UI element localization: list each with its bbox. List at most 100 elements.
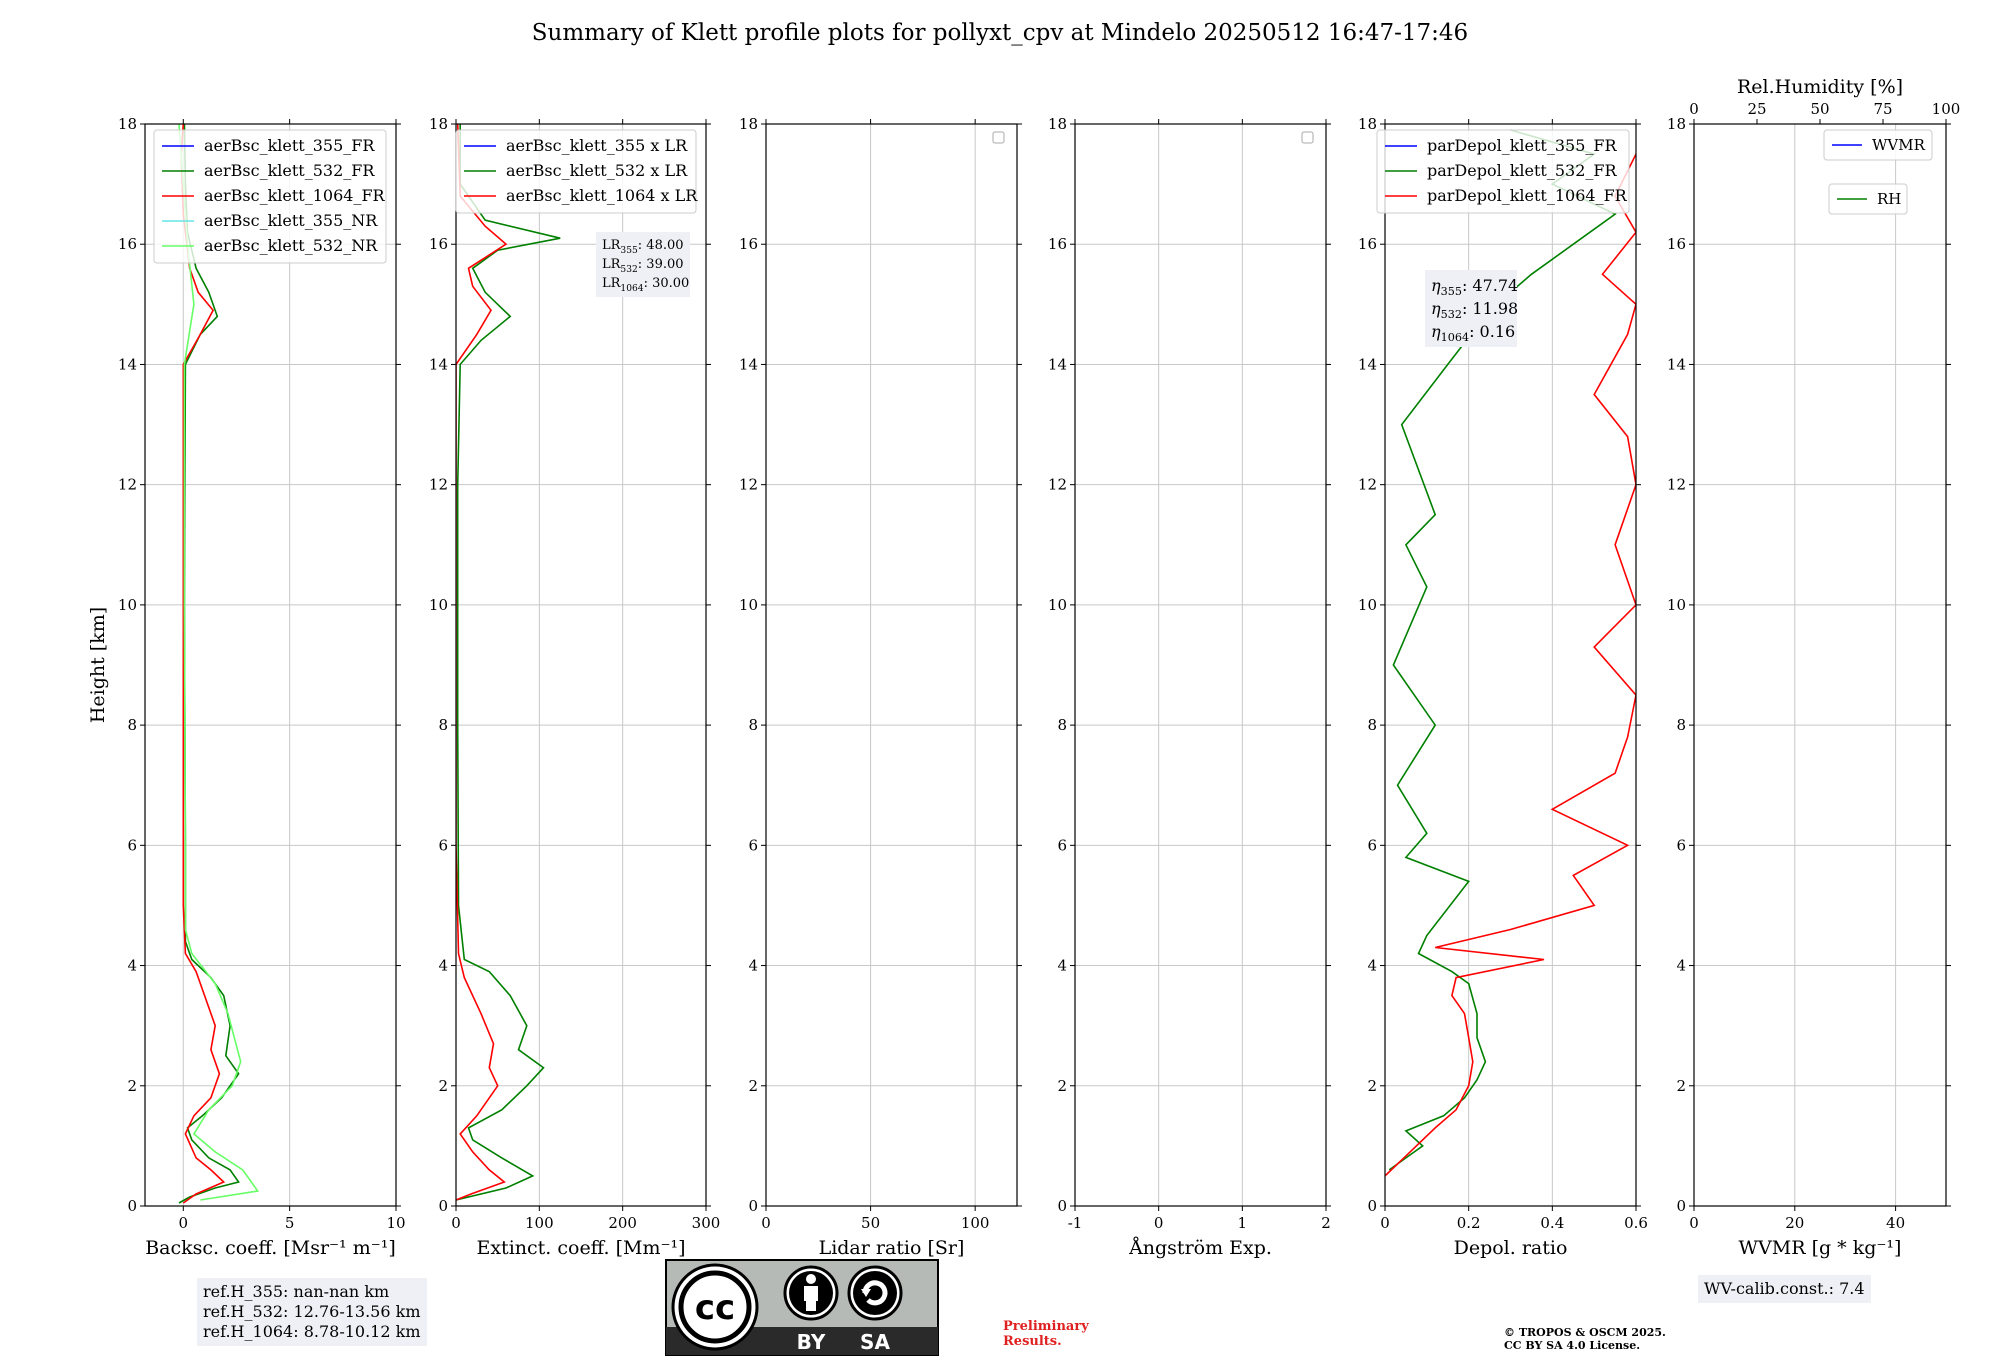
top-x-tick-label: 50 [1810, 100, 1829, 118]
ref-h-532-label: ref.H_532: 12.76-13.56 km [203, 1302, 421, 1321]
y-tick-label: 12 [739, 476, 758, 494]
x-tick-label: 1 [1238, 1214, 1248, 1232]
y-tick-label: 2 [1057, 1077, 1067, 1095]
x-axis-label: Extinct. coeff. [Mm⁻¹] [476, 1237, 685, 1259]
annotation-label: LR1064: 30.00 [602, 276, 689, 294]
y-tick-label: 16 [739, 235, 758, 253]
legend-box [153, 129, 387, 264]
legend-box [1828, 183, 1908, 215]
legend-label: RH [1877, 190, 1901, 208]
y-tick-label: 18 [1048, 115, 1067, 133]
panel-depol: 0 0.2 0.4 0.6 0 2 4 6 8 10 12 14 16 18 Depol. ratio par… [1358, 115, 1648, 1259]
y-tick-label: 16 [429, 235, 448, 253]
x-tick-label: 0.2 [1457, 1214, 1481, 1232]
y-tick-label: 18 [1667, 115, 1686, 133]
annotation-box [1425, 270, 1517, 347]
legend-label: WVMR [1872, 136, 1926, 154]
y-tick-label: 2 [127, 1077, 137, 1095]
y-tick-label: 0 [127, 1197, 137, 1215]
x-tick-label: 0 [761, 1214, 771, 1232]
wv-calib-label: WV-calib.const.: 7.4 [1704, 1279, 1865, 1298]
y-tick-label: 10 [1667, 596, 1686, 614]
legend-label: aerBsc_klett_532_NR [204, 236, 378, 255]
y-tick-label: 6 [438, 836, 448, 854]
x-tick-label: 10 [386, 1214, 405, 1232]
y-tick-label: 4 [438, 957, 448, 975]
y-tick-label: 18 [1358, 115, 1377, 133]
y-tick-label: 12 [1048, 476, 1067, 494]
y-tick-label: 0 [748, 1197, 758, 1215]
annotation-label: LR532: 39.00 [602, 257, 684, 275]
legend-label: aerBsc_klett_532 x LR [506, 161, 688, 180]
x-tick-label: 40 [1886, 1214, 1905, 1232]
y-tick-label: 18 [739, 115, 758, 133]
y-tick-label: 10 [739, 596, 758, 614]
x-tick-label: 100 [525, 1214, 554, 1232]
legend-label: parDepol_klett_1064_FR [1427, 186, 1628, 205]
annotation-box [596, 232, 690, 297]
y-tick-label: 2 [748, 1077, 758, 1095]
y-tick-label: 16 [118, 235, 137, 253]
y-tick-label: 6 [1676, 836, 1686, 854]
y-tick-label: 6 [127, 836, 137, 854]
x-tick-label: 0.6 [1624, 1214, 1648, 1232]
ref-h-355-label: ref.H_355: nan-nan km [203, 1282, 390, 1301]
x-tick-label: 0 [1380, 1214, 1390, 1232]
preliminary-line-1: Preliminary [1003, 1319, 1089, 1334]
x-tick-label: 0 [1154, 1214, 1164, 1232]
y-tick-label: 8 [748, 716, 758, 734]
y-tick-label: 2 [438, 1077, 448, 1095]
series-line-aerBsc_klett_532 x LR [456, 124, 561, 1201]
empty-legend-box [992, 131, 1005, 144]
annotation-label: η1064: 0.16 [1431, 322, 1515, 344]
copyright-notice: © TROPOS & OSCM 2025. CC BY SA 4.0 Licen… [1504, 1326, 1666, 1352]
y-tick-label: 10 [118, 596, 137, 614]
legend-box [455, 129, 697, 214]
x-tick-label: 0.4 [1540, 1214, 1564, 1232]
legend-label: parDepol_klett_355_FR [1427, 136, 1618, 155]
y-tick-label: 0 [1057, 1197, 1067, 1215]
plot-frame [455, 123, 707, 1207]
wv-calib-box: WV-calib.const.: 7.4 [1698, 1275, 1871, 1303]
x-axis-label: WVMR [g * kg⁻¹] [1739, 1237, 1902, 1259]
y-tick-label: 16 [1048, 235, 1067, 253]
plot-frame [1384, 123, 1637, 1207]
y-tick-label: 14 [1358, 355, 1377, 373]
plot-frame [1074, 123, 1327, 1207]
y-tick-label: 8 [127, 716, 137, 734]
x-tick-label: -1 [1068, 1214, 1083, 1232]
y-axis-label: Height [km] [87, 607, 109, 723]
preliminary-line-2: Results. [1003, 1334, 1062, 1349]
x-tick-label: 50 [861, 1214, 880, 1232]
y-tick-label: 8 [1057, 716, 1067, 734]
top-x-tick-label: 0 [1689, 100, 1699, 118]
y-tick-label: 4 [1057, 957, 1067, 975]
series-line-parDepol_klett_1064_FR [1385, 153, 1636, 1177]
y-tick-label: 12 [1667, 476, 1686, 494]
x-axis-label: Backsc. coeff. [Msr⁻¹ m⁻¹] [145, 1237, 396, 1259]
y-tick-label: 18 [118, 115, 137, 133]
panel-wvmr: 0 20 40 0 2 4 6 8 10 12 14 16 18 WVMR [g * kg⁻¹] 0 25 50… [1667, 76, 1960, 1259]
x-axis-label: Depol. ratio [1454, 1237, 1568, 1259]
y-tick-label: 0 [1676, 1197, 1686, 1215]
x-axis-label: Ångström Exp. [1128, 1237, 1272, 1259]
panel-lidar_ratio: 0 50 100 0 2 4 6 8 10 12 14 16 18 Lidar ratio [Sr] [739, 115, 1022, 1259]
series-line-aerBsc_klett_532_NR [178, 124, 260, 1201]
series-line-parDepol_klett_532_FR [1388, 129, 1617, 1171]
cc-sa-label: SA [860, 1330, 890, 1354]
y-tick-label: 8 [438, 716, 448, 734]
y-tick-label: 14 [739, 355, 758, 373]
y-tick-label: 8 [1676, 716, 1686, 734]
figure-title: Summary of Klett profile plots for polly… [531, 20, 1469, 46]
y-tick-label: 4 [127, 957, 137, 975]
y-tick-label: 8 [1367, 716, 1377, 734]
ref-h-1064-label: ref.H_1064: 8.78-10.12 km [203, 1322, 421, 1341]
legend-label: aerBsc_klett_1064_FR [204, 186, 386, 205]
y-tick-label: 12 [118, 476, 137, 494]
y-tick-label: 16 [1358, 235, 1377, 253]
panel-backscatter: 0 5 10 0 2 4 6 8 10 12 14 16 18 Backsc. coeff. [Msr⁻¹… [87, 115, 406, 1259]
svg-text:cc: cc [695, 1288, 735, 1328]
x-axis-label: Lidar ratio [Sr] [819, 1237, 965, 1259]
legend-label: aerBsc_klett_355_FR [204, 136, 375, 155]
cc-by-sa-license-icon: cc BY SA [665, 1259, 939, 1356]
